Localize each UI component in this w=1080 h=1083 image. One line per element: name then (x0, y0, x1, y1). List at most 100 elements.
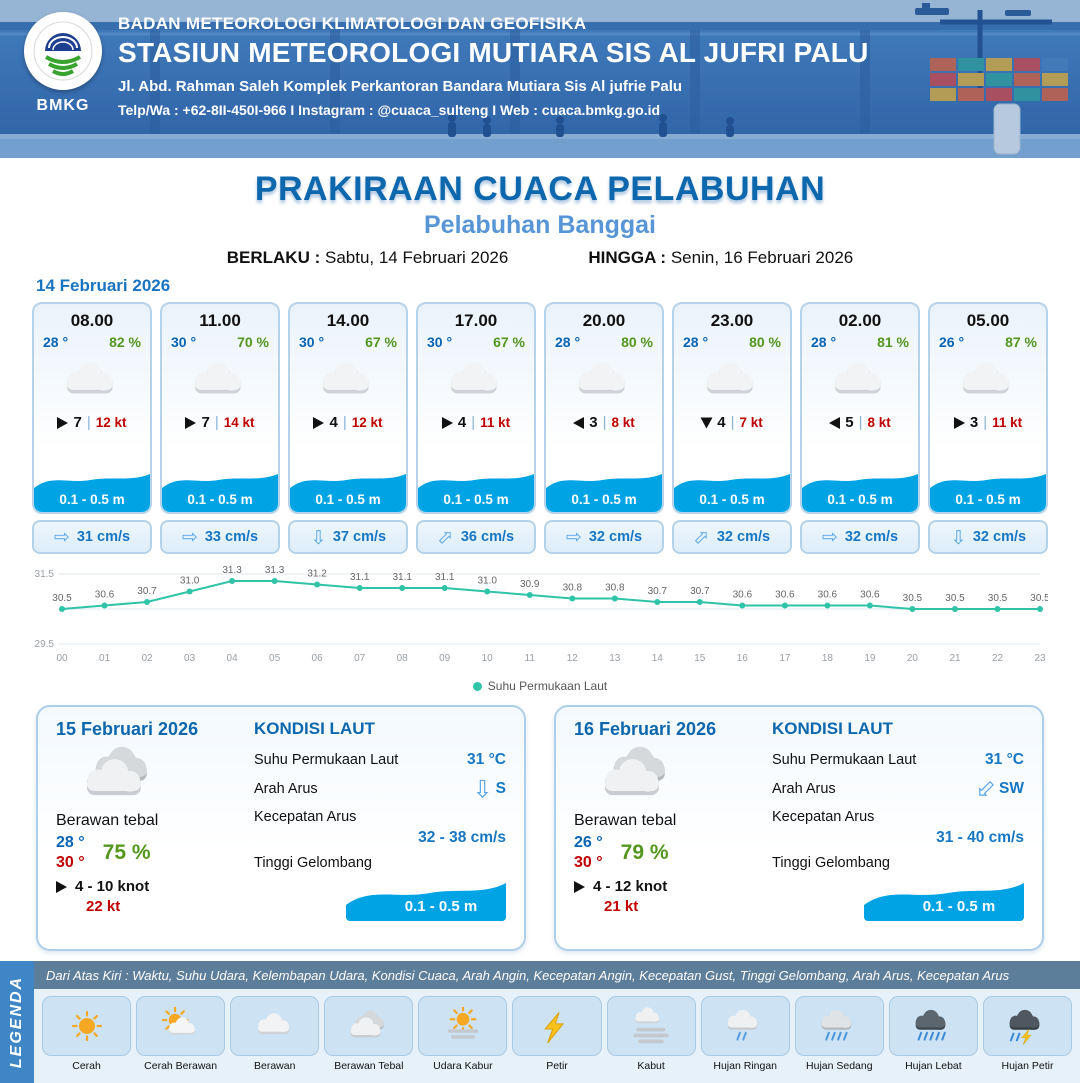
sea-conditions-title: KONDISI LAUT (254, 719, 375, 738)
svg-text:30.8: 30.8 (563, 583, 583, 594)
current-speed-label: Kecepatan Arus (772, 809, 875, 825)
wave-height-label: Tinggi Gelombang (254, 855, 372, 871)
legend-label: Berawan (254, 1060, 296, 1072)
wave-icon (864, 883, 1024, 921)
berawan-icon (290, 352, 406, 410)
wave-icon (290, 474, 406, 512)
gust-speed: 7 kt (739, 415, 763, 430)
cerah-icon (42, 996, 132, 1056)
svg-text:30.9: 30.9 (520, 579, 540, 590)
legend-item-berawan-tebal: Berawan Tebal (324, 996, 414, 1083)
current-direction-icon: ⇨ (181, 526, 198, 548)
wave-height-band: 0.1 - 0.5 m (674, 468, 790, 512)
forecast-card-body: 14.00 30 ° 67 % 4 | 12 kt 0.1 - 0.5 m (288, 302, 408, 514)
sst-line-chart: 31.5 29.5 30.5 00 30.6 01 30.7 02 31.0 03 31.3 04 31… (35, 565, 1051, 664)
wave-height-band: 0.1 - 0.5 m (418, 468, 534, 512)
svg-text:30.6: 30.6 (775, 590, 795, 601)
wind-direction-icon (700, 417, 713, 428)
svg-text:16: 16 (737, 653, 749, 664)
legend-tiles-row: Cerah Cerah Berawan Berawan Berawan Teba… (34, 989, 1080, 1083)
svg-text:09: 09 (439, 653, 451, 664)
forecast-card: 14.00 30 ° 67 % 4 | 12 kt 0.1 - 0.5 m ⇨ … (288, 302, 408, 554)
legend-item-hujan-petir: Hujan Petir (982, 996, 1073, 1083)
legend-item-kabut: Kabut (606, 996, 696, 1083)
wind-direction-icon (441, 416, 453, 429)
legend-item-hujan-lebat: Hujan Lebat (888, 996, 978, 1083)
svg-text:30.6: 30.6 (818, 590, 838, 601)
temp-min: 26 ° (574, 834, 603, 851)
wind-speed: 3 (589, 414, 598, 431)
svg-text:30.6: 30.6 (860, 590, 880, 601)
svg-text:29.5: 29.5 (35, 639, 55, 650)
wave-height-band: 0.1 - 0.5 m (34, 468, 150, 512)
svg-text:31.2: 31.2 (307, 569, 327, 580)
current-speed-box: ⇨ 31 cm/s (32, 520, 152, 554)
current-direction-icon: ⇨ (947, 529, 969, 545)
air-temp: 30 ° (171, 334, 197, 350)
wind-speed-range: 4 - 12 knot (593, 878, 668, 895)
port-name: Pelabuhan Banggai (424, 211, 656, 239)
current-direction-icon: ⇨ (307, 529, 329, 545)
wave-height-band: 0.1 - 0.5 m (546, 468, 662, 512)
divider: | (983, 414, 988, 431)
svg-text:30.5: 30.5 (988, 593, 1008, 604)
forecast-time: 11.00 (199, 311, 241, 330)
page-title: PRAKIRAAN CUACA PELABUHAN (254, 170, 826, 208)
wave-height-band: 0.1 - 0.5 m (290, 468, 406, 512)
svg-text:03: 03 (184, 653, 196, 664)
org-name: BADAN METEOROLOGI KLIMATOLOGI DAN GEOFIS… (118, 14, 587, 33)
svg-text:31.1: 31.1 (392, 572, 412, 583)
wave-height-value: 0.1 - 0.5 m (187, 492, 253, 507)
sst-label: Suhu Permukaan Laut (254, 752, 399, 768)
current-speed-value: 31 - 40 cm/s (936, 829, 1024, 846)
svg-text:01: 01 (99, 653, 111, 664)
daily-temps: 28 ° 30 ° 75 % (56, 834, 254, 872)
wave-icon (418, 474, 534, 512)
hingga-value: Senin, 16 Februari 2026 (670, 248, 854, 267)
legend-label: Petir (546, 1060, 568, 1072)
svg-text:08: 08 (397, 653, 409, 664)
header-banner: BMKG BADAN METEOROLOGI KLIMATOLOGI DAN G… (0, 0, 1080, 158)
current-speed-box: ⇨ 32 cm/s (928, 520, 1048, 554)
legend-info-bar: Dari Atas Kiri : Waktu, Suhu Udara, Kele… (34, 961, 1080, 989)
svg-text:30.8: 30.8 (605, 583, 625, 594)
temp-max: 30 ° (574, 854, 603, 871)
legend-vertical-band: LEGENDA (0, 961, 34, 1083)
bmkg-logo-emblem (24, 12, 102, 90)
svg-text:18: 18 (822, 653, 834, 664)
current-speed-box: ⇨ 32 cm/s (544, 520, 664, 554)
wave-height-value: 0.1 - 0.5 m (571, 492, 637, 507)
legend-label: Berawan Tebal (334, 1060, 404, 1072)
gust-speed: 22 kt (86, 898, 121, 915)
kabut-icon (606, 996, 696, 1056)
legend-label: Hujan Petir (1001, 1060, 1054, 1072)
humidity: 79 % (620, 841, 669, 864)
berawan-icon (546, 352, 662, 410)
bmkg-logo: BMKG (16, 12, 110, 115)
berawan-tebal-icon (324, 996, 414, 1056)
wave-height-value: 0.1 - 0.5 m (955, 492, 1021, 507)
daily-temps: 26 ° 30 ° 79 % (574, 834, 772, 872)
current-speed: 32 cm/s (716, 529, 771, 545)
wave-icon (674, 474, 790, 512)
forecast-card-body: 11.00 30 ° 70 % 7 | 14 kt 0.1 - 0.5 m (160, 302, 280, 514)
current-direction-icon: ⇨ (688, 523, 715, 551)
svg-text:12: 12 (567, 653, 579, 664)
legend-section: LEGENDA Dari Atas Kiri : Waktu, Suhu Uda… (0, 961, 1080, 1083)
hujan-ringan-icon (700, 996, 790, 1056)
svg-text:31.3: 31.3 (222, 565, 242, 576)
validity-period: BERLAKU : Sabtu, 14 Februari 2026 HINGGA… (0, 248, 1080, 268)
wave-icon (930, 474, 1046, 512)
legend-label: Hujan Lebat (905, 1060, 962, 1072)
current-speed: 36 cm/s (460, 529, 515, 545)
wind-speed: 7 (73, 414, 82, 431)
hujan-sedang-icon (794, 996, 884, 1056)
wind-speed: 4 (457, 414, 467, 431)
current-speed-box: ⇨ 36 cm/s (416, 520, 536, 554)
wave-icon (802, 474, 918, 512)
air-temp: 28 ° (811, 334, 837, 350)
wind-direction-icon (953, 416, 965, 429)
temp-min: 28 ° (56, 834, 85, 851)
sst-value: 31 °C (985, 751, 1024, 768)
svg-text:30.5: 30.5 (52, 593, 72, 604)
